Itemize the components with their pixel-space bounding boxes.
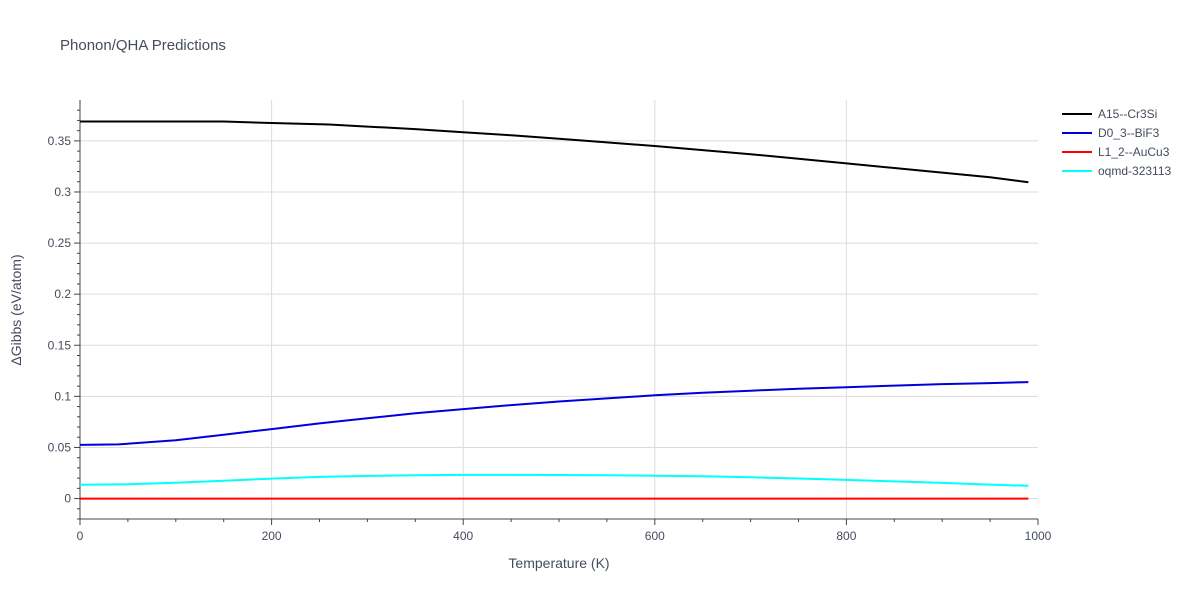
y-tick-label: 0.1 <box>54 389 71 403</box>
series-line-0 <box>80 120 1029 184</box>
x-tick-label: 800 <box>836 529 856 543</box>
legend-label-0: A15--Cr3Si <box>1098 107 1157 121</box>
series-layer <box>79 120 1029 500</box>
x-tick-label: 400 <box>453 529 473 543</box>
y-tick-label: 0.2 <box>54 287 71 301</box>
legend-label-1: D0_3--BiF3 <box>1098 126 1160 140</box>
y-tick-label: 0.15 <box>48 338 72 352</box>
x-axis-title: Temperature (K) <box>508 555 609 571</box>
y-tick-label: 0.05 <box>48 440 72 454</box>
axes: 0 200 400 600 800 1000 0 0.05 0.1 0.15 0.2 0.25 0.3 0… <box>48 100 1052 543</box>
y-tick-label: 0.25 <box>48 236 72 250</box>
x-tick-label: 1000 <box>1025 529 1052 543</box>
grid <box>80 100 1038 519</box>
y-tick-label: 0.35 <box>48 134 72 148</box>
x-tick-label: 0 <box>77 529 84 543</box>
series-line-1 <box>79 381 1029 446</box>
y-tick-label: 0.3 <box>54 185 71 199</box>
series-line-3 <box>79 473 1029 487</box>
legend[interactable]: A15--Cr3Si D0_3--BiF3 L1_2--AuCu3 oqmd-3231… <box>1062 107 1171 178</box>
chart-title: Phonon/QHA Predictions <box>60 37 226 54</box>
x-tick-label: 200 <box>262 529 282 543</box>
x-tick-label: 600 <box>645 529 665 543</box>
legend-label-2: L1_2--AuCu3 <box>1098 145 1170 159</box>
y-tick-label: 0 <box>64 492 71 506</box>
legend-label-3: oqmd-323113 <box>1098 164 1171 178</box>
y-axis-title: ΔGibbs (eV/atom) <box>8 254 24 365</box>
